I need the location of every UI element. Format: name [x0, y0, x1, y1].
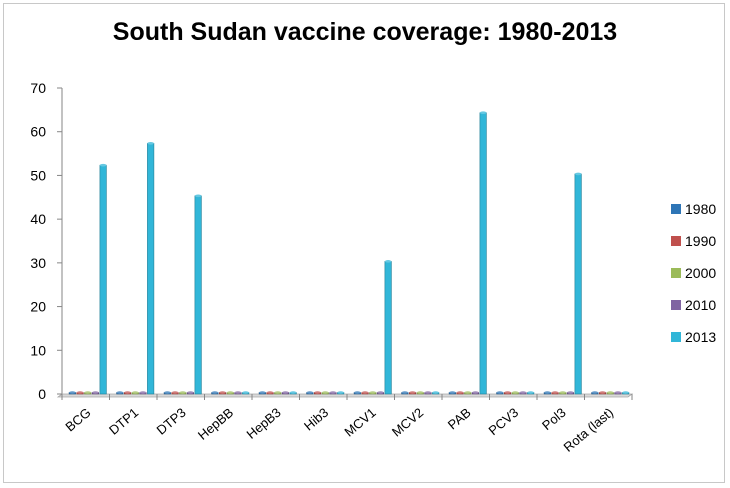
bar-top	[432, 391, 439, 394]
x-tick-label: Hib3	[301, 405, 331, 434]
bar-top	[259, 391, 266, 394]
x-tick-label: MCV1	[341, 405, 378, 440]
bar-top	[227, 391, 234, 394]
bar-top	[560, 391, 567, 394]
bar-top	[480, 111, 487, 114]
bar-top	[100, 164, 107, 167]
bar-top	[275, 391, 282, 394]
bar-top	[417, 391, 424, 394]
bar-top	[504, 391, 511, 394]
bar-top	[69, 391, 76, 394]
x-tick-label: HepBB	[195, 405, 236, 443]
bar-top	[322, 391, 329, 394]
bar-top	[282, 391, 289, 394]
bar-top	[520, 391, 527, 394]
bar-top	[402, 391, 409, 394]
legend-label: 1980	[685, 200, 716, 218]
bar-2013-mcv1	[385, 261, 392, 394]
bar-top	[124, 391, 131, 394]
bar-top	[354, 391, 361, 394]
x-axis	[58, 394, 632, 397]
bar-top	[212, 391, 219, 394]
bar-top	[242, 391, 249, 394]
bar-2013-bcg	[100, 165, 107, 394]
x-tick-label: BCG	[62, 405, 93, 435]
x-tick-label: MCV2	[389, 405, 426, 440]
y-tick-label: 40	[30, 211, 46, 227]
x-tick-label: HepB3	[244, 405, 284, 442]
bar-top	[180, 391, 187, 394]
bar-top	[385, 260, 392, 263]
legend-swatch	[671, 236, 681, 246]
bar-top	[164, 391, 171, 394]
bar-top	[457, 391, 464, 394]
x-tick-label: PAB	[445, 405, 474, 433]
y-tick-label: 30	[30, 255, 46, 271]
bar-top	[195, 194, 202, 197]
legend-swatch	[671, 332, 681, 342]
bar-top	[147, 142, 154, 145]
bar-top	[544, 391, 551, 394]
bar-2013-dtp3	[195, 196, 202, 394]
bar-top	[567, 391, 574, 394]
x-tick-label: Rota (last)	[561, 405, 617, 455]
bar-top	[409, 391, 416, 394]
bar-top	[512, 391, 519, 394]
bar-top	[314, 391, 321, 394]
bar-top	[337, 391, 344, 394]
bar-top	[425, 391, 432, 394]
bar-top	[622, 391, 629, 394]
bar-top	[85, 391, 92, 394]
legend-swatch	[671, 268, 681, 278]
legend-label: 2013	[685, 328, 716, 346]
bar-2013-pol3	[575, 174, 582, 394]
bar-top	[592, 391, 599, 394]
bar-top	[92, 391, 99, 394]
bar-top	[132, 391, 139, 394]
bar-top	[465, 391, 472, 394]
bar-top	[377, 391, 384, 394]
bar-top	[575, 173, 582, 176]
y-tick-label: 0	[38, 386, 46, 402]
bar-top	[267, 391, 274, 394]
bar-2013-pab	[480, 113, 487, 394]
legend-swatch	[671, 204, 681, 214]
bar-2013-dtp1	[147, 143, 154, 394]
x-tick-label: DTP3	[154, 405, 189, 438]
legend-label: 2000	[685, 264, 716, 282]
bar-top	[599, 391, 606, 394]
bar-top	[615, 391, 622, 394]
bar-top	[370, 391, 377, 394]
bar-top	[140, 391, 147, 394]
bar-top	[117, 391, 124, 394]
legend-label: 1990	[685, 232, 716, 250]
bar-top	[330, 391, 337, 394]
y-tick-label: 70	[30, 80, 46, 96]
bar-top	[307, 391, 314, 394]
bar-top	[449, 391, 456, 394]
bar-top	[362, 391, 369, 394]
bar-top	[497, 391, 504, 394]
bar-top	[235, 391, 242, 394]
bar-top	[187, 391, 194, 394]
y-tick-label: 20	[30, 299, 46, 315]
x-tick-label: Pol3	[539, 405, 569, 433]
bar-top	[290, 391, 297, 394]
y-tick-label: 10	[30, 342, 46, 358]
bar-top	[607, 391, 614, 394]
y-tick-label: 60	[30, 124, 46, 140]
y-tick-label: 50	[30, 167, 46, 183]
bar-top	[552, 391, 559, 394]
legend-label: 2010	[685, 296, 716, 314]
bar-top	[527, 391, 534, 394]
bar-top	[77, 391, 84, 394]
bar-top	[219, 391, 226, 394]
x-tick-label: DTP1	[106, 405, 141, 438]
legend-swatch	[671, 300, 681, 310]
x-tick-label: PCV3	[486, 405, 522, 438]
bar-top	[472, 391, 479, 394]
bar-top	[172, 391, 179, 394]
